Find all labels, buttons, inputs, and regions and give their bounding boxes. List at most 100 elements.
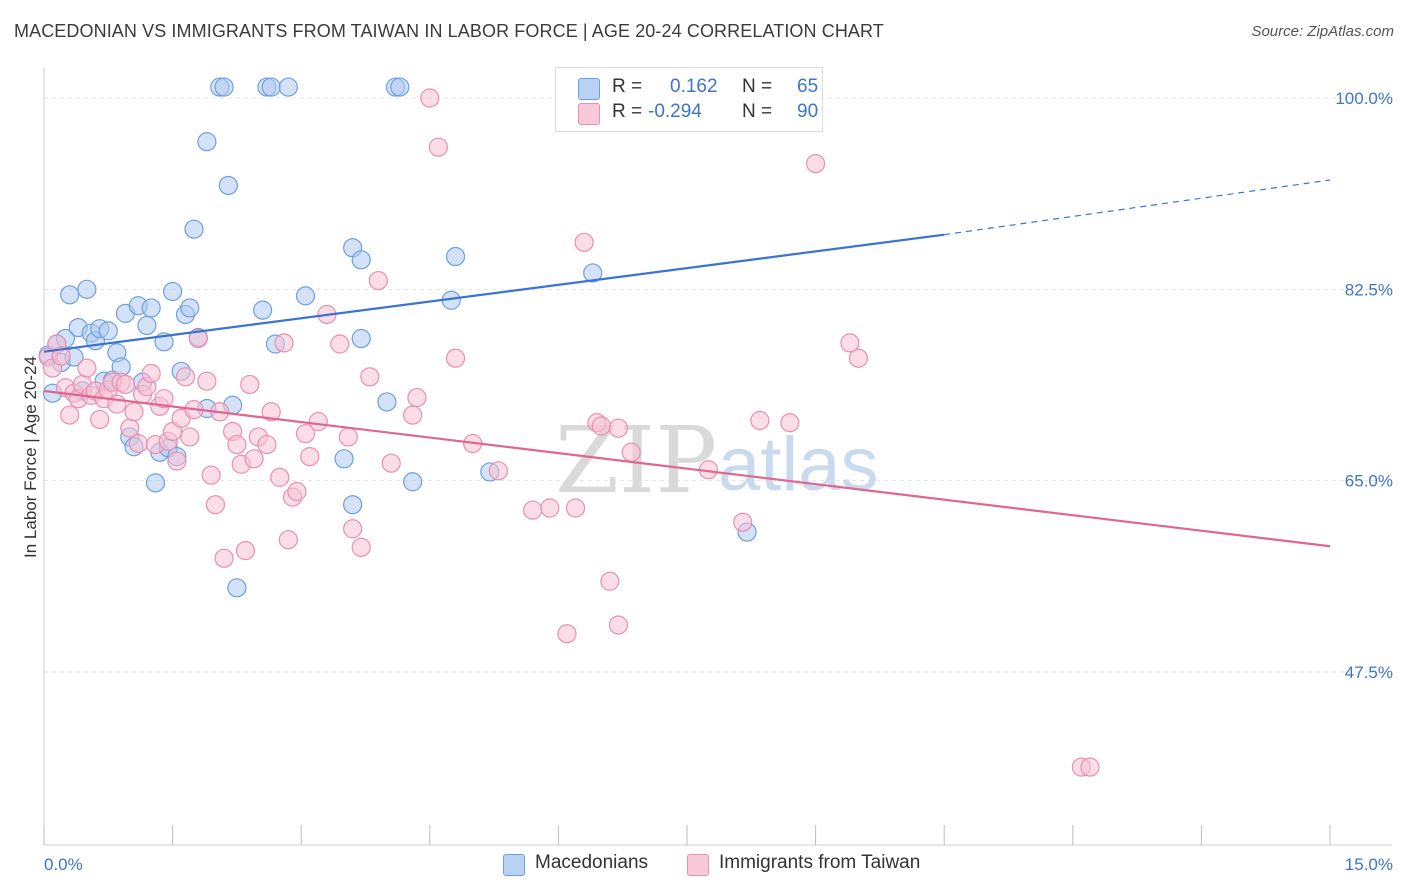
data-point bbox=[390, 77, 410, 97]
data-point bbox=[201, 465, 221, 485]
data-point bbox=[60, 285, 80, 305]
data-point bbox=[274, 333, 294, 353]
data-point bbox=[557, 624, 577, 644]
data-point bbox=[1080, 757, 1100, 777]
data-point bbox=[338, 427, 358, 447]
bottom-legend-swatch-macedonians bbox=[503, 854, 525, 876]
data-point bbox=[154, 389, 174, 409]
correlation-legend: R = 0.162 N = 65 R = -0.294 N = 90 bbox=[555, 67, 823, 132]
data-point bbox=[574, 232, 594, 252]
legend-n-value: 65 bbox=[797, 76, 819, 97]
y-tick-label: 65.0% bbox=[1345, 472, 1393, 491]
data-point bbox=[308, 412, 328, 432]
legend-r-value: -0.294 bbox=[648, 101, 702, 122]
data-point bbox=[137, 315, 157, 336]
data-point bbox=[214, 548, 234, 568]
data-point bbox=[351, 328, 371, 349]
data-point bbox=[840, 333, 860, 353]
data-point bbox=[565, 498, 586, 518]
data-point bbox=[300, 447, 320, 467]
data-point bbox=[214, 77, 234, 97]
y-tick-label: 100.0% bbox=[1335, 89, 1393, 108]
y-tick-label: 47.5% bbox=[1345, 663, 1393, 682]
legend-n-value: 90 bbox=[797, 101, 819, 122]
data-point bbox=[180, 427, 200, 447]
data-point bbox=[270, 467, 290, 487]
data-point bbox=[257, 434, 277, 455]
legend-r-label: R = bbox=[612, 101, 643, 122]
data-point bbox=[141, 363, 161, 384]
data-point bbox=[360, 367, 380, 387]
data-point bbox=[205, 495, 226, 515]
data-point bbox=[128, 433, 148, 454]
data-point bbox=[488, 461, 508, 481]
data-point bbox=[287, 482, 307, 502]
data-point bbox=[608, 615, 629, 635]
data-point bbox=[445, 246, 466, 267]
y-tick-label: 82.5% bbox=[1345, 280, 1393, 299]
legend-swatch-taiwan bbox=[578, 103, 600, 125]
legend-r-value: 0.162 bbox=[670, 76, 718, 97]
data-point bbox=[750, 410, 770, 431]
data-point bbox=[343, 519, 363, 539]
data-point bbox=[295, 286, 316, 306]
trend-line-extension bbox=[944, 179, 1331, 236]
data-point bbox=[278, 530, 298, 550]
data-point bbox=[591, 416, 611, 436]
data-point bbox=[163, 281, 183, 302]
data-point bbox=[351, 537, 371, 557]
data-point bbox=[124, 402, 144, 422]
data-point bbox=[407, 387, 427, 408]
data-point bbox=[278, 77, 298, 97]
data-point bbox=[420, 88, 440, 108]
watermark-atlas: atlas bbox=[718, 422, 879, 507]
legend-n-label: N = bbox=[742, 101, 773, 122]
data-point bbox=[218, 175, 238, 196]
data-point bbox=[98, 321, 118, 341]
data-point bbox=[77, 279, 97, 299]
data-point bbox=[381, 453, 401, 473]
data-point bbox=[295, 424, 316, 444]
data-point bbox=[540, 498, 560, 518]
data-point bbox=[403, 472, 423, 492]
legend-swatch-macedonians bbox=[578, 78, 600, 100]
data-point bbox=[600, 571, 620, 591]
data-point bbox=[141, 298, 161, 318]
bottom-legend-label: Macedonians bbox=[535, 852, 649, 873]
data-point bbox=[51, 346, 71, 366]
data-point bbox=[188, 328, 208, 349]
data-point bbox=[107, 394, 127, 414]
data-point bbox=[377, 392, 397, 412]
data-point bbox=[240, 374, 260, 395]
bottom-legend-label: Immigrants from Taiwan bbox=[719, 852, 921, 873]
data-point bbox=[244, 449, 264, 469]
data-point bbox=[334, 449, 354, 469]
data-point bbox=[351, 250, 371, 270]
data-point bbox=[184, 219, 204, 239]
data-point bbox=[77, 358, 97, 378]
legend-n-label: N = bbox=[742, 76, 773, 97]
data-point bbox=[445, 348, 466, 368]
data-point bbox=[733, 512, 753, 532]
data-point bbox=[343, 495, 363, 515]
data-point bbox=[368, 270, 388, 291]
data-point bbox=[403, 405, 423, 425]
source-label: Source: ZipAtlas.com bbox=[1251, 23, 1394, 40]
data-point bbox=[583, 263, 603, 283]
data-point bbox=[621, 442, 641, 462]
data-point bbox=[235, 541, 256, 561]
gridlines bbox=[44, 97, 1390, 673]
data-point bbox=[115, 374, 136, 395]
tick-labels: 47.5% 65.0% 82.5% 100.0% 0.0% 15.0% bbox=[44, 89, 1393, 874]
data-point bbox=[227, 434, 247, 455]
data-point bbox=[253, 300, 273, 320]
x-tick-label: 0.0% bbox=[44, 855, 83, 874]
data-point bbox=[227, 578, 247, 598]
data-point bbox=[180, 298, 200, 318]
y-axis-label: In Labor Force | Age 20-24 bbox=[21, 356, 40, 558]
data-point bbox=[330, 334, 350, 354]
data-point bbox=[145, 473, 166, 493]
data-point bbox=[175, 367, 196, 387]
data-point bbox=[167, 451, 187, 471]
